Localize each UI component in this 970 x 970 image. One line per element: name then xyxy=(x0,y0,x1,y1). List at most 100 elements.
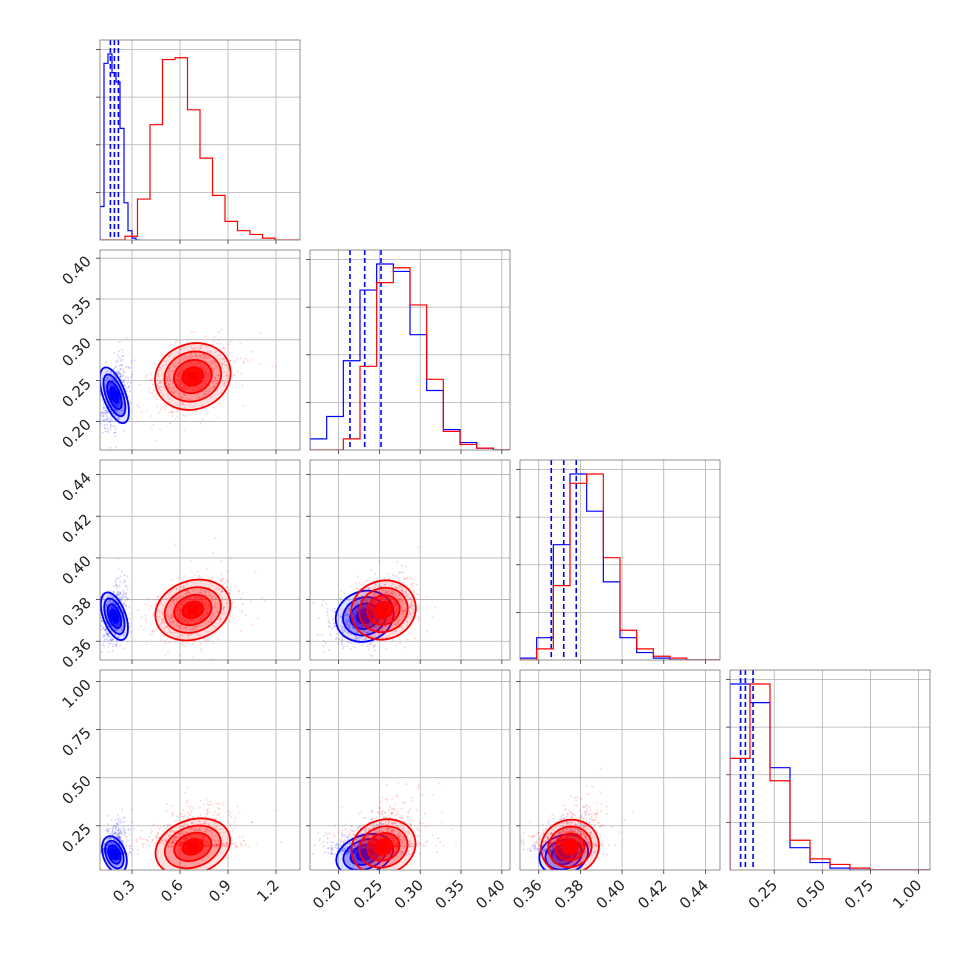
scatter-point xyxy=(115,370,117,373)
scatter-point xyxy=(202,393,205,396)
scatter-point xyxy=(190,357,193,359)
scatter-point xyxy=(250,350,253,353)
scatter-point xyxy=(129,851,131,854)
scatter-point xyxy=(371,655,373,658)
scatter-point xyxy=(186,346,189,349)
scatter-point xyxy=(411,585,414,588)
scatter-point xyxy=(168,621,171,624)
scatter-point xyxy=(225,602,228,605)
scatter-point xyxy=(206,567,209,570)
scatter-point xyxy=(396,622,399,625)
scatter-point xyxy=(109,594,111,596)
scatter-point xyxy=(191,576,193,578)
scatter-point xyxy=(123,593,126,596)
scatter-point xyxy=(378,626,381,629)
scatter-point xyxy=(385,624,388,627)
scatter-point xyxy=(417,616,420,619)
scatter-point xyxy=(341,627,344,630)
scatter-point xyxy=(385,583,387,586)
scatter-point xyxy=(187,634,189,637)
scatter-point xyxy=(221,590,224,592)
scatter-point xyxy=(410,600,413,603)
scatter-point xyxy=(125,390,128,393)
scatter-point xyxy=(116,354,119,357)
scatter-point xyxy=(159,428,162,431)
scatter-point xyxy=(86,621,88,623)
scatter-point xyxy=(358,596,361,599)
scatter-point xyxy=(114,376,117,378)
scatter-point xyxy=(170,614,173,617)
scatter-point xyxy=(163,408,166,411)
scatter-point xyxy=(177,409,180,412)
scatter-point xyxy=(357,604,360,606)
scatter-point xyxy=(113,432,116,434)
scatter-point xyxy=(377,593,380,596)
scatter-point xyxy=(384,588,387,591)
scatter-point xyxy=(224,599,227,601)
scatter-point xyxy=(183,354,186,357)
scatter-point xyxy=(172,407,175,410)
scatter-point xyxy=(347,610,350,613)
scatter-point xyxy=(117,371,120,374)
scatter-point xyxy=(101,619,104,622)
scatter-point xyxy=(383,577,386,579)
scatter-point xyxy=(400,625,403,628)
scatter-point xyxy=(119,831,121,834)
scatter-point xyxy=(159,408,162,411)
scatter-point xyxy=(373,649,376,652)
scatter-point xyxy=(105,378,108,381)
scatter-point xyxy=(166,378,169,381)
scatter-point xyxy=(124,404,126,407)
scatter-point xyxy=(390,591,393,594)
scatter-point xyxy=(157,595,160,598)
scatter-point xyxy=(219,342,222,345)
scatter-point xyxy=(145,620,148,623)
scatter-point xyxy=(110,636,112,639)
scatter-point xyxy=(167,383,170,385)
scatter-point xyxy=(120,570,123,573)
scatter-point xyxy=(362,609,365,612)
scatter-point xyxy=(165,597,168,600)
scatter-point xyxy=(213,606,216,608)
scatter-point xyxy=(365,622,368,625)
scatter-point xyxy=(114,414,117,417)
scatter-point xyxy=(328,649,330,652)
scatter-point xyxy=(173,621,176,624)
panel-2-2 xyxy=(516,459,721,664)
scatter-point xyxy=(112,643,115,645)
scatter-point xyxy=(97,852,99,854)
scatter-point xyxy=(113,838,116,841)
scatter-point xyxy=(114,365,117,368)
scatter-point xyxy=(196,396,199,399)
scatter-point xyxy=(372,595,375,598)
scatter-point xyxy=(397,572,400,574)
scatter-point xyxy=(383,584,385,587)
scatter-point xyxy=(219,618,222,621)
scatter-point xyxy=(220,573,223,576)
scatter-point xyxy=(368,643,371,646)
scatter-point xyxy=(117,417,119,420)
scatter-point xyxy=(171,600,174,603)
scatter-point xyxy=(341,626,344,628)
scatter-point xyxy=(124,604,127,606)
scatter-point xyxy=(198,396,201,399)
scatter-point xyxy=(346,640,349,643)
scatter-point xyxy=(160,634,163,637)
scatter-point xyxy=(170,579,173,581)
scatter-point xyxy=(233,361,236,364)
scatter-point xyxy=(349,624,352,626)
scatter-point xyxy=(118,835,121,837)
scatter-point xyxy=(108,599,111,602)
scatter-point xyxy=(214,351,217,354)
scatter-point xyxy=(222,346,225,349)
scatter-point xyxy=(126,598,129,600)
scatter-point xyxy=(97,424,99,426)
scatter-point xyxy=(195,581,198,584)
scatter-point xyxy=(164,640,166,643)
scatter-point xyxy=(116,823,119,826)
scatter-point xyxy=(185,356,188,359)
scatter-point xyxy=(218,331,220,334)
scatter-point xyxy=(275,365,277,368)
scatter-point xyxy=(116,372,119,375)
scatter-point xyxy=(119,591,122,594)
